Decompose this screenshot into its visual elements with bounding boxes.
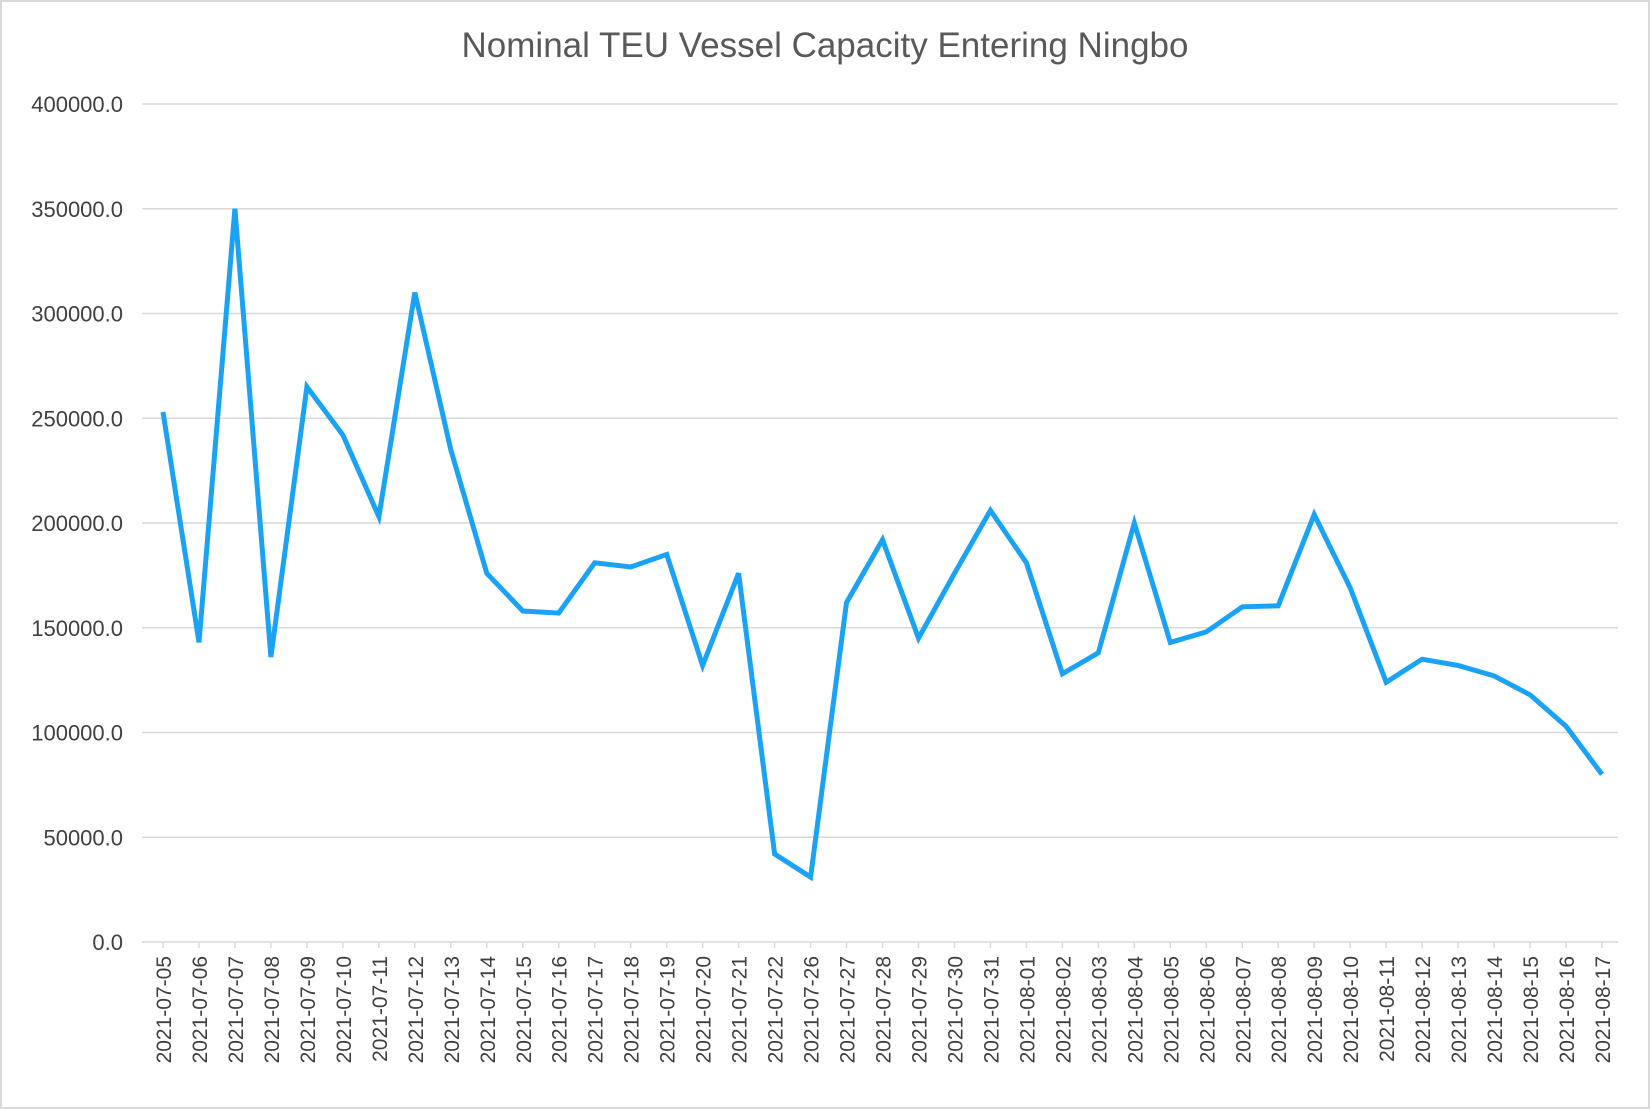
x-tick-label: 2021-07-09 (297, 956, 320, 1063)
x-tick-label: 2021-07-17 (585, 956, 608, 1063)
x-tick-label: 2021-07-29 (908, 956, 931, 1063)
x-tick-label: 2021-08-07 (1232, 956, 1255, 1063)
x-tick-label: 2021-07-07 (225, 956, 248, 1063)
x-tick-label: 2021-08-02 (1052, 956, 1075, 1063)
y-tick-label: 300000.0 (31, 302, 123, 327)
x-tick-label: 2021-07-31 (980, 956, 1003, 1063)
chart-title: Nominal TEU Vessel Capacity Entering Nin… (461, 26, 1189, 65)
y-tick-label: 100000.0 (31, 721, 123, 746)
x-tick-label: 2021-07-06 (189, 956, 212, 1063)
x-tick-label: 2021-07-16 (549, 956, 572, 1063)
x-tick-label: 2021-07-19 (657, 956, 680, 1063)
x-tick-label: 2021-08-03 (1088, 956, 1111, 1063)
x-tick-label: 2021-07-30 (944, 956, 967, 1063)
x-tick-label: 2021-07-22 (765, 956, 788, 1063)
x-tick-label: 2021-07-20 (693, 956, 716, 1063)
series-line (160, 208, 1605, 882)
x-axis-ticks: 2021-07-05 2021-07-06 2021-07-07 2021-07-08… (153, 942, 1615, 1063)
x-tick-label: 2021-08-11 (1376, 956, 1399, 1062)
x-tick-label: 2021-07-12 (405, 956, 428, 1063)
x-tick-label: 2021-08-06 (1196, 956, 1219, 1063)
y-tick-label: 200000.0 (31, 511, 123, 536)
x-tick-label: 2021-07-15 (513, 956, 536, 1063)
x-tick-label: 2021-07-08 (261, 956, 284, 1063)
x-tick-label: 2021-07-27 (837, 956, 860, 1063)
y-tick-label: 150000.0 (31, 616, 123, 641)
series-layer (160, 208, 1605, 882)
x-tick-label: 2021-07-13 (441, 956, 464, 1063)
y-tick-label: 250000.0 (31, 406, 123, 431)
x-tick-label: 2021-07-11 (369, 956, 392, 1062)
x-tick-label: 2021-07-21 (729, 956, 752, 1063)
x-tick-label: 2021-07-18 (621, 956, 644, 1063)
x-tick-label: 2021-08-17 (1592, 956, 1615, 1063)
grid-lines (142, 103, 1618, 943)
x-tick-label: 2021-08-09 (1304, 956, 1327, 1063)
x-tick-label: 2021-07-05 (153, 956, 176, 1063)
y-tick-label: 400000.0 (31, 92, 123, 117)
y-axis-ticks: 0.0 50000.0 100000.0 150000.0 200000.0 250000… (31, 92, 123, 955)
x-tick-label: 2021-07-10 (333, 956, 356, 1063)
x-tick-label: 2021-08-14 (1484, 956, 1507, 1064)
x-tick-label: 2021-08-12 (1412, 956, 1435, 1063)
x-tick-label: 2021-07-26 (801, 956, 824, 1063)
x-tick-label: 2021-08-16 (1556, 956, 1579, 1063)
x-tick-label: 2021-08-01 (1016, 956, 1039, 1063)
x-tick-label: 2021-07-14 (477, 956, 500, 1064)
x-tick-label: 2021-08-15 (1520, 956, 1543, 1063)
x-tick-label: 2021-07-28 (873, 956, 896, 1063)
x-tick-label: 2021-08-08 (1268, 956, 1291, 1063)
x-tick-label: 2021-08-13 (1448, 956, 1471, 1063)
x-tick-label: 2021-08-04 (1124, 956, 1147, 1064)
x-tick-label: 2021-08-05 (1160, 956, 1183, 1063)
y-tick-label: 50000.0 (43, 825, 123, 850)
y-tick-label: 350000.0 (31, 197, 123, 222)
y-tick-label: 0.0 (92, 930, 123, 955)
x-tick-label: 2021-08-10 (1340, 956, 1363, 1063)
